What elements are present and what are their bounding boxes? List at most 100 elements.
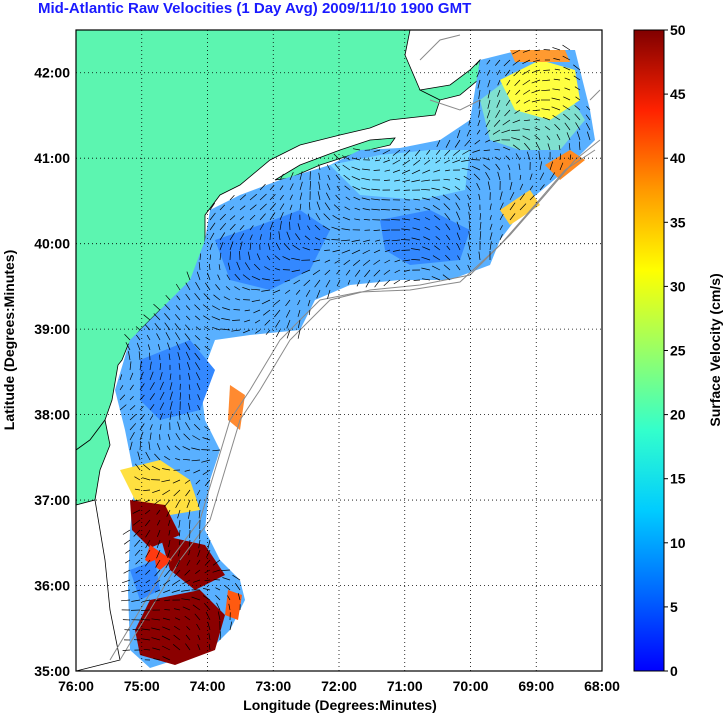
velocity-arrow [191,459,201,462]
velocity-arrow [513,69,521,77]
velocity-arrow [229,195,235,201]
velocity-arrow [522,59,531,65]
velocity-arrow [197,549,201,557]
velocity-arrow [194,343,201,351]
colorbar-ticks: 0 5 10 15 20 25 30 35 40 45 50 [664,22,686,679]
velocity-arrow [313,248,321,251]
velocity-arrow [345,196,351,201]
velocity-arrow [373,249,381,254]
velocity-arrow [192,435,201,441]
velocity-arrow [173,634,181,641]
velocity-arrow [227,262,231,271]
velocity-arrow [585,122,591,131]
velocity-arrow [237,593,241,601]
velocity-arrow [586,106,591,111]
velocity-arrow [435,159,441,164]
velocity-arrow [145,549,151,558]
velocity-arrow [282,256,291,261]
velocity-arrow [149,415,154,421]
velocity-arrow [489,203,492,211]
velocity-arrow [221,569,231,571]
velocity-arrow [162,626,171,631]
velocity-arrow [134,488,141,491]
velocity-arrow [234,273,241,281]
velocity-arrow [133,499,141,502]
velocity-arrow [466,129,471,137]
colorbar-tick-label: 30 [670,278,686,294]
velocity-arrow [295,233,301,241]
velocity-arrow [174,625,181,631]
velocity-field [115,50,595,668]
velocity-arrow [228,603,231,611]
velocity-arrow [462,149,471,155]
colorbar-tick-label: 35 [670,214,686,230]
velocity-arrow [523,89,531,95]
velocity-arrow [421,179,431,182]
velocity-arrow [299,171,303,181]
velocity-arrow [222,307,231,311]
velocity-arrow [149,432,152,441]
velocity-arrow [505,155,511,161]
velocity-arrow [132,509,141,514]
velocity-arrow [207,272,211,281]
velocity-arrow [132,629,141,631]
velocity-arrow [195,326,201,331]
velocity-arrow [303,279,311,287]
velocity-arrow [139,383,145,391]
velocity-arrow [454,186,461,191]
velocity-arrow [215,594,221,601]
velocity-arrow [128,351,131,361]
velocity-arrow [204,479,211,487]
velocity-arrow [178,539,181,546]
velocity-arrow [435,225,441,231]
velocity-arrow [297,223,301,231]
velocity-arrow [247,251,251,261]
velocity-arrow [177,549,181,557]
velocity-arrow [146,334,151,341]
velocity-arrow [327,289,331,299]
velocity-arrow [274,309,281,318]
velocity-arrow [531,99,541,103]
velocity-arrow [189,519,191,529]
velocity-arrow [184,333,191,341]
velocity-arrow [217,274,221,281]
velocity-arrow [292,244,301,251]
velocity-arrow [147,344,151,351]
velocity-arrow [133,529,141,537]
velocity-arrow [119,404,127,411]
velocity-arrow [145,569,151,575]
velocity-arrow [334,163,341,171]
velocity-arrow [487,181,491,191]
velocity-arrow [454,193,461,201]
velocity-arrow [148,441,151,451]
velocity-arrow [169,411,172,421]
velocity-arrow [336,269,341,275]
velocity-arrow [318,172,321,181]
velocity-arrow [184,479,191,484]
velocity-arrow [272,289,281,294]
velocity-arrow [404,269,411,272]
velocity-arrow [196,271,201,281]
velocity-arrow [411,248,421,251]
velocity-arrow [253,263,261,271]
velocity-arrow [167,519,171,526]
velocity-arrow [486,109,491,119]
velocity-arrow [519,193,525,201]
velocity-arrow [197,499,201,507]
velocity-arrow [307,299,311,307]
velocity-arrow [391,209,401,211]
velocity-arrow [129,384,134,391]
velocity-arrow [516,99,521,104]
velocity-arrow [431,265,441,271]
velocity-arrow [275,242,281,251]
velocity-arrow [411,169,421,175]
velocity-arrow [333,204,341,211]
velocity-arrow [198,509,201,519]
velocity-arrow [129,423,137,431]
velocity-arrow [188,384,191,391]
velocity-arrow [331,239,341,241]
velocity-arrow [178,363,181,371]
velocity-arrow [432,205,441,211]
velocity-arrow [383,269,391,275]
velocity-arrow [175,341,181,351]
